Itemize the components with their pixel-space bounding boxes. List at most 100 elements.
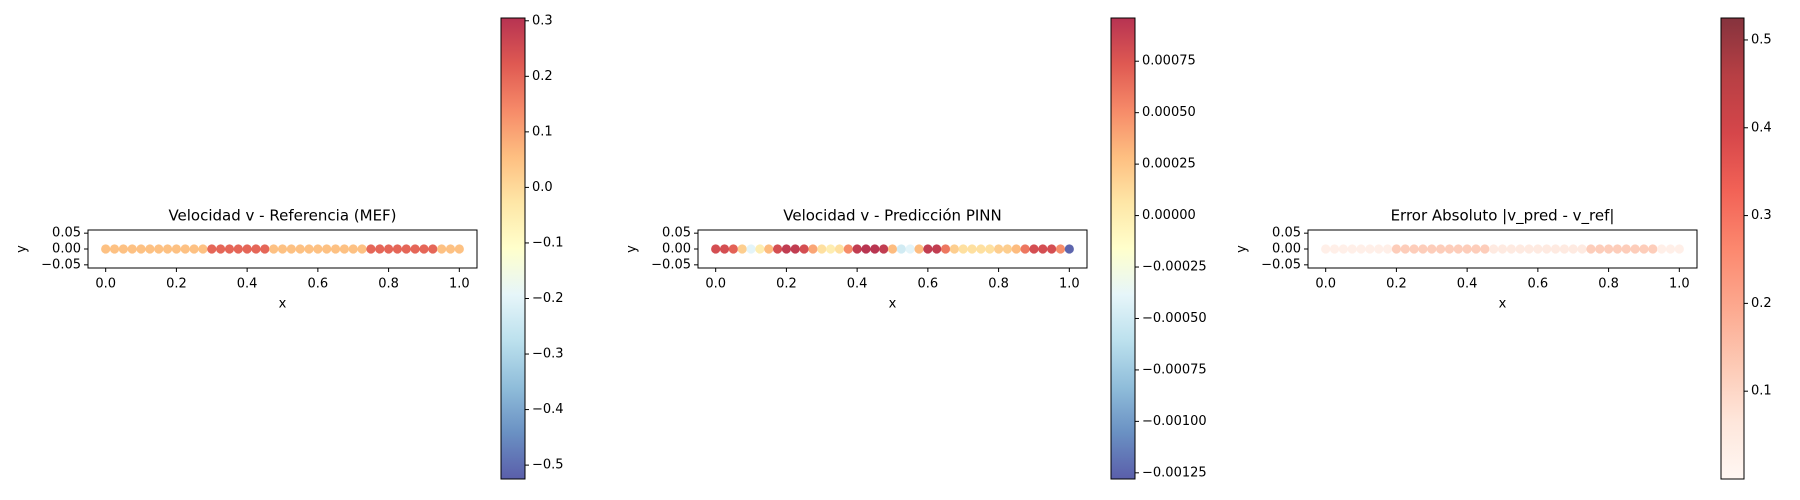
colorbar-tick-label: 0.00050 [1142, 105, 1196, 120]
point [1444, 244, 1455, 254]
point [772, 244, 783, 254]
point [1630, 244, 1640, 254]
point [428, 244, 438, 254]
colorbar-tick-label: −0.2 [532, 291, 564, 306]
point [967, 244, 977, 254]
point [1047, 244, 1057, 254]
x-axis-label: x [889, 297, 897, 312]
colorbar-tick-label: −0.00125 [1142, 465, 1207, 480]
colorbar-tick-label: −0.3 [532, 347, 564, 362]
point [1480, 244, 1490, 254]
colorbar-tick-label: −0.5 [532, 458, 564, 473]
point [1427, 244, 1437, 254]
y-tick-label: 0.05 [52, 226, 81, 241]
point [799, 244, 809, 254]
point [1347, 244, 1357, 254]
point [764, 244, 774, 254]
point [1436, 244, 1446, 254]
point [1657, 244, 1667, 254]
point [817, 244, 827, 254]
point [1374, 244, 1384, 254]
point [101, 244, 111, 254]
point [383, 244, 394, 254]
point [1612, 244, 1623, 254]
point [118, 244, 128, 254]
point [852, 244, 862, 254]
point [339, 244, 349, 254]
x-tick-label: 0.8 [988, 277, 1009, 292]
point [1550, 244, 1561, 254]
point [269, 244, 279, 254]
point [719, 244, 730, 254]
point [322, 244, 332, 254]
x-tick-label: 1.0 [1059, 277, 1080, 292]
colorbar-tick-label: −0.1 [532, 235, 564, 250]
point [304, 244, 314, 254]
point [330, 244, 341, 254]
chart-title: Error Absoluto |v_pred - v_ref| [1391, 207, 1615, 226]
x-tick-label: 0.2 [776, 277, 797, 292]
point [437, 244, 447, 254]
point [136, 244, 146, 254]
point [375, 244, 385, 254]
point [1064, 244, 1074, 254]
point [1055, 244, 1066, 254]
y-tick-label: −0.05 [41, 257, 81, 272]
point [932, 244, 942, 254]
point [746, 244, 756, 254]
y-axis-label: y [1235, 245, 1250, 253]
point [1603, 244, 1614, 254]
point [1639, 244, 1649, 254]
point [242, 244, 252, 254]
point [392, 244, 403, 254]
x-tick-label: 0.0 [1315, 277, 1336, 292]
point [1533, 244, 1543, 254]
point [1382, 244, 1393, 254]
y-tick-label: 0.05 [662, 226, 691, 241]
point [207, 244, 217, 254]
y-tick-label: −0.05 [1261, 257, 1301, 272]
point [162, 244, 173, 254]
point [711, 244, 721, 254]
point [1515, 244, 1525, 254]
y-tick-label: −0.05 [651, 257, 691, 272]
point [1648, 244, 1658, 254]
point [410, 244, 420, 254]
point [1506, 244, 1516, 254]
point [790, 244, 800, 254]
point [127, 244, 137, 254]
point [295, 244, 305, 254]
point [861, 244, 871, 254]
point [993, 244, 1004, 254]
point [834, 244, 845, 254]
point [1321, 244, 1331, 254]
colorbar-tick-label: 0.00000 [1142, 208, 1196, 223]
point [781, 244, 792, 254]
colorbar-tick-label: −0.00075 [1142, 362, 1207, 377]
y-tick-label: 0.00 [662, 242, 691, 257]
point [737, 244, 747, 254]
point [313, 244, 323, 254]
point [1338, 244, 1348, 254]
colorbar [1720, 17, 1745, 480]
point [914, 244, 924, 254]
x-tick-label: 0.2 [1386, 277, 1407, 292]
colorbar-tick-label: 0.0 [532, 180, 553, 195]
point [277, 244, 288, 254]
point [216, 244, 226, 254]
point [189, 244, 199, 254]
point [1497, 244, 1508, 254]
x-tick-label: 0.4 [847, 277, 868, 292]
point [1586, 244, 1596, 254]
point [1409, 244, 1419, 254]
x-tick-label: 0.8 [378, 277, 399, 292]
point [728, 244, 738, 254]
point [180, 244, 190, 254]
x-tick-label: 0.4 [237, 277, 258, 292]
point [1365, 244, 1375, 254]
colorbar-tick-label: 0.00075 [1142, 54, 1196, 69]
colorbar-tick-label: 0.2 [1751, 296, 1772, 311]
y-tick-label: 0.05 [1272, 226, 1301, 241]
